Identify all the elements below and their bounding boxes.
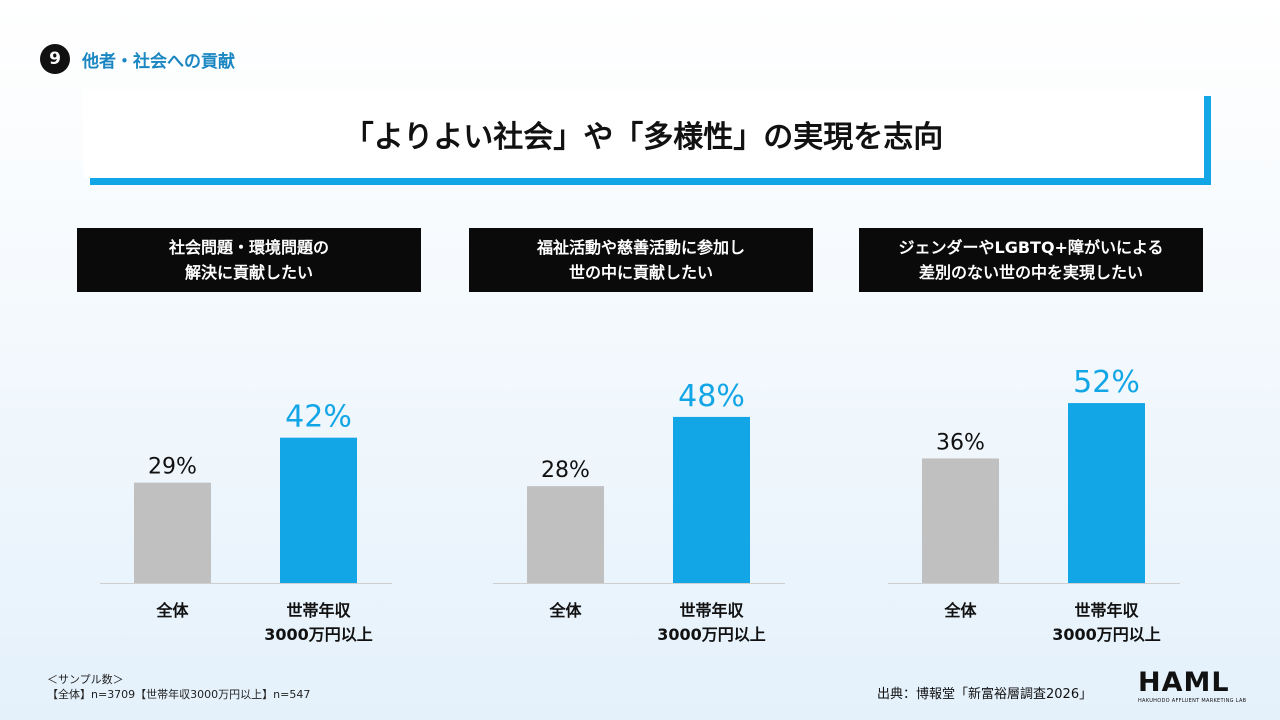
sample-size-note: ＜サンプル数＞ 【全体】n=3709【世帯年収3000万円以上】n=547: [47, 672, 310, 702]
chart-1-category-label-2-line-1: 世帯年収: [286, 601, 351, 620]
panel-header-3-line-1: ジェンダーやLGBTQ+障がいによる: [898, 238, 1164, 257]
chart-1-value-label-2: 42%: [285, 400, 352, 435]
section-title: 他者・社会への貢献: [82, 51, 235, 72]
chart-3-category-label-2-line-1: 世帯年収: [1074, 601, 1139, 620]
chart-3-bar-1: [922, 458, 999, 583]
panel-header-1: 社会問題・環境問題の 解決に貢献したい: [77, 228, 421, 292]
title-box: 「よりよい社会」や「多様性」の実現を志向: [83, 89, 1204, 178]
logo-wordmark: HAML: [1138, 667, 1230, 698]
chart-1-category-label-1-line-1: 全体: [155, 601, 189, 620]
chart-3-category-label-1-line-1: 全体: [943, 601, 977, 620]
chart-1-bar-2: [280, 437, 357, 583]
chart-2-category-label-2-line-2: 3000万円以上: [657, 625, 766, 644]
haml-logo: HAML HAKUHODO AFFLUENT MARKETING LAB: [1138, 667, 1248, 705]
panel-header-2-line-1: 福祉活動や慈善活動に参加し: [536, 238, 745, 257]
page-title: 「よりよい社会」や「多様性」の実現を志向: [343, 119, 944, 155]
chart-2-value-label-1: 28%: [541, 458, 590, 483]
chart-2-category-label-1-line-1: 全体: [548, 601, 582, 620]
section-number-badge: 9: [40, 44, 70, 74]
chart-3-bar-2: [1068, 403, 1145, 583]
panel-header-1-line-2: 解決に貢献したい: [184, 263, 313, 282]
panel-header-3-line-2: 差別のない世の中を実現したい: [918, 263, 1143, 282]
panel-header-1-line-1: 社会問題・環境問題の: [168, 238, 329, 257]
chart-2-category-label-2-line-1: 世帯年収: [679, 601, 744, 620]
sample-size-note-line-2: 【全体】n=3709【世帯年収3000万円以上】n=547: [47, 688, 311, 701]
panel-header-2-line-2: 世の中に貢献したい: [568, 263, 713, 282]
panel-header-3: ジェンダーやLGBTQ+障がいによる 差別のない世の中を実現したい: [859, 228, 1203, 292]
logo-subtitle: HAKUHODO AFFLUENT MARKETING LAB: [1138, 698, 1247, 704]
chart-2-bar-2: [673, 416, 750, 583]
chart-3-value-label-2: 52%: [1073, 365, 1140, 400]
chart-2-bar-1: [527, 486, 604, 583]
chart-1-category-label-2-line-2: 3000万円以上: [264, 625, 373, 644]
panel-header-2: 福祉活動や慈善活動に参加し 世の中に貢献したい: [469, 228, 813, 292]
sample-size-note-line-1: ＜サンプル数＞: [47, 673, 124, 686]
chart-3-value-label-1: 36%: [936, 430, 985, 455]
chart-1-value-label-1: 29%: [148, 455, 197, 480]
chart-2-value-label-2: 48%: [678, 379, 745, 414]
section-tag: 9 他者・社会への貢献: [40, 44, 235, 74]
source-citation: 出典：博報堂「新富裕層調査2026」: [877, 687, 1093, 702]
chart-3-category-label-2-line-2: 3000万円以上: [1052, 625, 1161, 644]
chart-1-bar-1: [134, 482, 211, 583]
